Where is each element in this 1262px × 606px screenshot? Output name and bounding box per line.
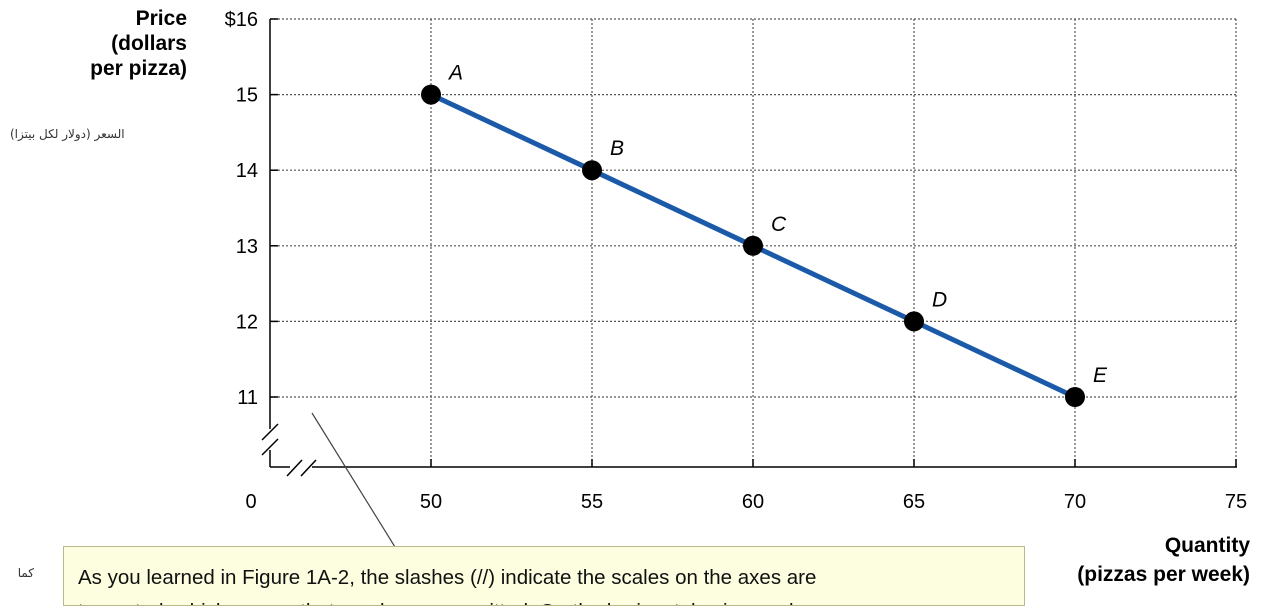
y-axis-title-line-1: Price xyxy=(135,7,187,30)
point-A xyxy=(421,84,441,105)
point-labels: A B C D E xyxy=(447,62,1108,387)
callout-leader-line xyxy=(311,412,396,548)
y-tick-label: 12 xyxy=(236,311,258,333)
demand-chart: $16 15 14 13 12 11 0 50 55 60 65 70 75 A B C D E xyxy=(225,9,1248,548)
x-tick-label: 50 xyxy=(420,491,442,513)
y-tick-label: 14 xyxy=(236,160,258,182)
x-tick-label: 65 xyxy=(903,491,925,513)
y-axis-title: Price (dollars per pizza) xyxy=(90,6,187,81)
point-label-E: E xyxy=(1093,364,1108,387)
y-tick-label: $16 xyxy=(225,9,258,31)
x-axis-break-slash-1 xyxy=(286,459,303,477)
x-tick-label: 60 xyxy=(742,491,764,513)
axes xyxy=(261,19,1237,548)
y-axis-title-line-3: per pizza) xyxy=(90,57,187,80)
point-D xyxy=(904,311,924,332)
x-axis-break-slash-2 xyxy=(300,459,317,477)
y-axis-title-arabic: السعر (دولار لكل بيتزا) xyxy=(10,127,125,141)
point-label-D: D xyxy=(932,288,947,311)
point-B xyxy=(582,160,602,181)
axis-ticks: $16 15 14 13 12 11 0 50 55 60 65 70 75 xyxy=(225,9,1248,513)
demand-line-series xyxy=(421,84,1085,407)
y-tick-label: 15 xyxy=(236,85,258,107)
x-tick-label: 70 xyxy=(1064,491,1086,513)
y-axis-title-line-2: (dollars xyxy=(111,32,187,55)
point-label-A: A xyxy=(447,62,463,85)
point-C xyxy=(743,235,763,256)
annotation-callout: As you learned in Figure 1A-2, the slash… xyxy=(63,546,1025,606)
x-axis-title-line-1: Quantity xyxy=(1164,534,1250,557)
x-tick-label: 0 xyxy=(245,491,256,513)
y-axis-break-slash-1 xyxy=(261,423,279,441)
x-axis-title: Quantity (pizzas per week) xyxy=(1077,531,1250,589)
x-axis-title-line-2: (pizzas per week) xyxy=(1077,563,1250,586)
y-tick-label: 11 xyxy=(237,387,258,409)
point-E xyxy=(1065,387,1085,407)
annotation-line-1: As you learned in Figure 1A-2, the slash… xyxy=(78,566,817,589)
x-tick-label: 55 xyxy=(581,491,603,513)
y-tick-label: 13 xyxy=(236,236,258,258)
annotation-line-2: truncated, which means that numbers are … xyxy=(78,595,1010,605)
side-text-arabic: كما xyxy=(17,566,34,580)
point-label-B: B xyxy=(610,137,624,160)
point-label-C: C xyxy=(771,213,787,236)
y-axis-break-slash-2 xyxy=(261,438,279,456)
x-tick-label: 75 xyxy=(1225,491,1247,513)
